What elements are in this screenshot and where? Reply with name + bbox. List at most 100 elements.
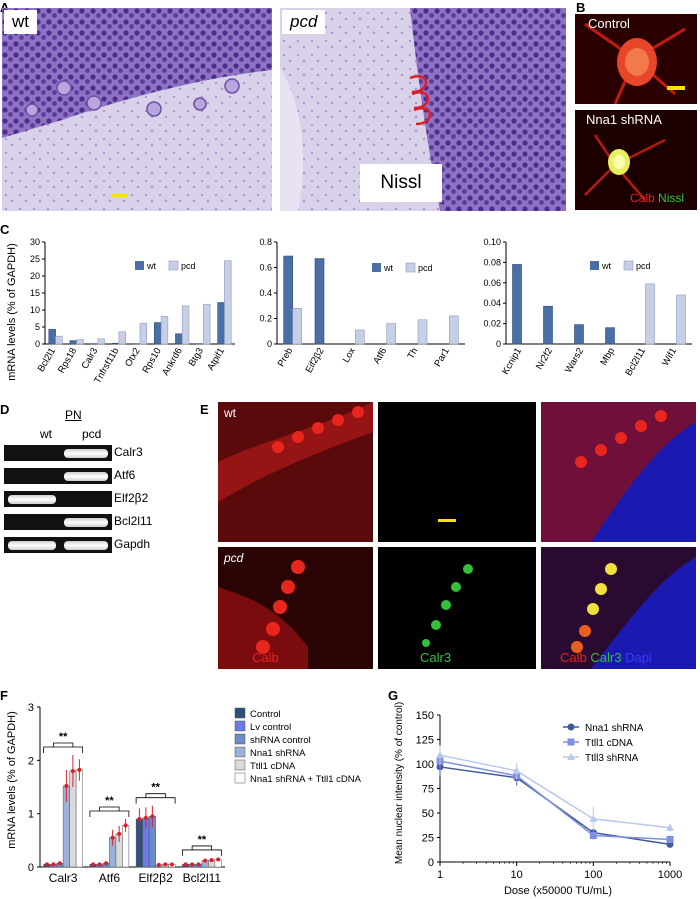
e-merge-calr3: Calr3 [590, 650, 622, 665]
data-point [183, 862, 188, 867]
bar-wt [574, 324, 584, 345]
data-point [104, 861, 109, 866]
bar-pcd [676, 294, 686, 345]
data-point [209, 858, 214, 863]
shrna-neuron-image [575, 110, 697, 210]
bar-wt [512, 264, 522, 345]
e-wt-label: wt [224, 406, 236, 420]
gel-row [4, 445, 112, 461]
legend-label: Nna1 shRNA [585, 723, 644, 734]
bar-wt [217, 302, 225, 345]
f-ylabel: mRNA levels (% of GAPDH) [6, 711, 18, 849]
data-point [77, 767, 82, 772]
wt-nissl-image [2, 8, 272, 211]
x-tick-label: 1000 [658, 869, 682, 881]
data-point [57, 861, 62, 866]
gel-label: Atf6 [114, 468, 136, 482]
significance-bracket [135, 793, 176, 804]
wt-nissl-texture [2, 8, 272, 211]
e-wt-calb-drawing [218, 402, 373, 542]
gel-row [4, 537, 112, 553]
chart-g-plot: 0 25 50 75 100 125 150 1 10 100 1000 Nna1 shRNA Ttll… [416, 710, 683, 881]
scale-bar [438, 519, 456, 522]
e-calr3-label: Calr3 [420, 650, 452, 665]
x-tick-label: Th [406, 346, 421, 361]
y-tick-label: 0.02 [483, 319, 501, 329]
legend-label-pcd: pcd [636, 261, 651, 271]
data-point [190, 862, 195, 867]
shrna-neuron-drawing [584, 134, 666, 201]
data-point [97, 862, 102, 867]
gel-col-wt: wt [40, 427, 52, 441]
panel-f-letter: F [0, 688, 8, 703]
legend-swatch [234, 772, 246, 784]
gel-row [4, 491, 112, 507]
x-tick-label: Lox [341, 346, 358, 365]
significance-mark: ** [151, 782, 160, 794]
x-tick-label: 10 [511, 869, 523, 881]
data-point [196, 862, 201, 867]
x-tick-label: Atf6 [99, 871, 121, 885]
data-point [44, 862, 49, 867]
chart-g: Mean nuclear intensity (% of control) Do… [394, 702, 683, 897]
gel-label: Calr3 [114, 445, 143, 459]
x-tick-label: Bcl2l11 [623, 346, 648, 378]
x-tick-label: 1 [437, 869, 443, 881]
bar-pcd [355, 329, 365, 345]
x-tick-label: Calr3 [79, 346, 100, 371]
y-tick-label: 3 [28, 702, 34, 714]
pcd-label: pcd [282, 10, 326, 34]
bar-pcd [76, 339, 84, 345]
e-wt-merge-image [541, 402, 696, 542]
bar-wt [283, 255, 293, 345]
legend-label: shRNA control [250, 735, 311, 746]
legend-swatch-pcd [405, 262, 416, 273]
bar-pcd [118, 331, 126, 345]
y-tick-label: 2 [28, 755, 34, 767]
x-tick-label: Rps18 [56, 346, 79, 375]
x-tick-label: Kcnip1 [500, 346, 524, 377]
series-line [439, 754, 671, 829]
bar-pcd [449, 315, 459, 345]
significance-bracket [181, 845, 222, 856]
e-merge-calb: Calb [560, 650, 587, 665]
x-tick-label: Atf6 [371, 346, 389, 366]
gel-label: Elf2β2 [114, 491, 149, 505]
legend-nissl: Nissl [658, 191, 685, 205]
x-tick-label: Atpif1 [205, 346, 227, 373]
chart-c3: 0 0.02 0.04 0.06 0.08 0.10 Kcnip1 Nr2f2 Wars2 Mbp… [483, 237, 692, 378]
e-pcd-label: pcd [224, 551, 244, 565]
legend-swatch [234, 707, 246, 719]
data-point [666, 823, 674, 831]
bar-pcd [181, 305, 190, 345]
panel-c-charts: mRNA levels (% of GAPDH) 0 5 10 15 20 25 30 Bcl… [6, 237, 692, 386]
data-point [666, 835, 674, 843]
data-point [143, 815, 148, 820]
gel-col-pcd: pcd [82, 427, 102, 441]
y-tick-label: 25 [422, 833, 434, 845]
e-pcd-calb-image [218, 547, 373, 669]
y-tick-label: 15 [30, 288, 40, 298]
data-point [91, 862, 96, 867]
legend-label: Ttll3 shRNA [585, 753, 639, 764]
x-tick-label: Btg3 [187, 346, 206, 368]
y-tick-label: 0 [267, 339, 272, 349]
g-ylabel: Mean nuclear intensity (% of control) [394, 702, 405, 864]
data-point [216, 857, 221, 862]
bar-pcd [224, 260, 232, 345]
bar-wt [154, 322, 162, 345]
panel-g-letter: G [388, 688, 399, 703]
legend-label: Nna1 shRNA [250, 748, 306, 759]
bar-wt [314, 258, 325, 345]
legend-label: Nna1 shRNA + Ttll1 cDNA [250, 774, 362, 785]
y-tick-label: 10 [30, 305, 40, 315]
y-tick-label: 20 [30, 271, 40, 281]
legend-calb: Calb [630, 191, 655, 205]
y-tick-label: 1 [28, 809, 34, 821]
legend-label-wt: wt [383, 263, 393, 273]
x-tick-label: Elf2β2 [138, 871, 173, 885]
y-tick-label: 0 [35, 339, 40, 349]
legend-label: Ttll1 cDNA [250, 761, 296, 772]
nissl-stain-label: Nissl [360, 164, 442, 202]
chart-f-plot: 0 1 2 3 Calr3 ** Atf6 ** Elf2β2 ** Bcl2l11 ** Contro… [28, 702, 362, 885]
